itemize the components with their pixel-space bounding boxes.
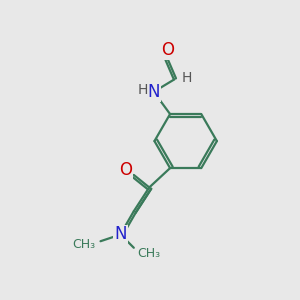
Text: CH₃: CH₃ xyxy=(138,247,161,260)
Text: CH₃: CH₃ xyxy=(72,238,95,251)
Text: N: N xyxy=(148,83,160,101)
Text: O: O xyxy=(119,160,132,178)
Text: O: O xyxy=(161,41,174,59)
Text: H: H xyxy=(137,83,148,97)
Text: H: H xyxy=(181,71,192,85)
Text: N: N xyxy=(114,225,127,243)
